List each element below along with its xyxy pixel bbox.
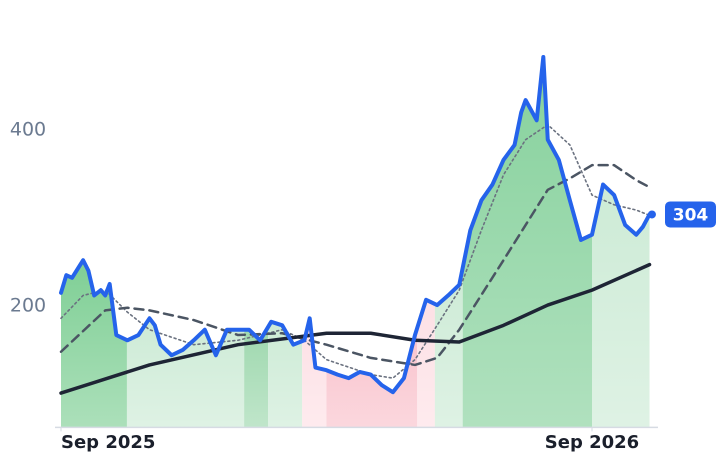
regime-shade — [244, 326, 269, 428]
line — [59, 163, 651, 367]
regime-shade — [126, 318, 245, 428]
y-tick-label: 200 — [10, 294, 46, 316]
value-label: 304 — [673, 205, 709, 225]
regime-shade — [61, 260, 127, 428]
regime-shade — [417, 299, 435, 428]
x-tick-label: Sep 2026 — [545, 432, 639, 453]
x-tick-label: Sep 2025 — [61, 432, 155, 453]
regime-shade — [268, 321, 303, 428]
last-point — [647, 210, 656, 219]
regime-shade — [434, 267, 463, 428]
y-tick-label: 400 — [10, 118, 46, 140]
regime-shade — [592, 184, 650, 428]
value-badge — [665, 201, 716, 228]
line — [59, 54, 652, 395]
regime-shade — [302, 318, 327, 428]
regime-shade — [462, 56, 592, 428]
